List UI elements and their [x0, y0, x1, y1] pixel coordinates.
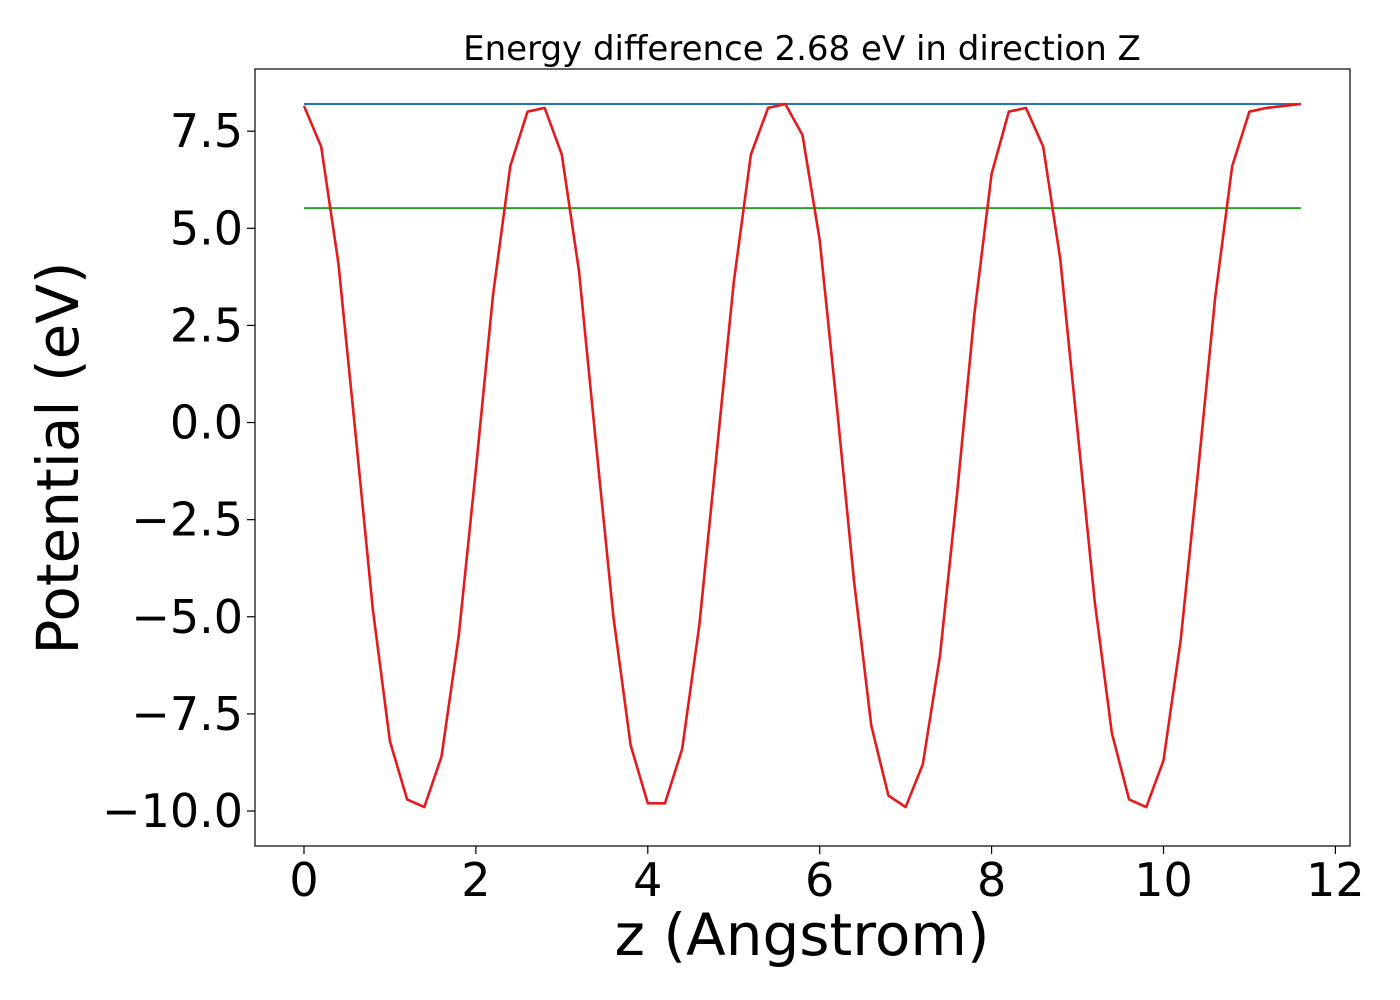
x-tick-label: 2	[461, 853, 490, 907]
y-tick-label: 5.0	[170, 201, 243, 255]
y-tick-label: 7.5	[170, 104, 243, 158]
x-tick-label: 0	[289, 853, 318, 907]
x-tick-label: 12	[1306, 853, 1365, 907]
y-axis-label: Potential (eV)	[24, 261, 92, 654]
series-line-2	[302, 102, 1302, 809]
x-axis-label: z (Angstrom)	[615, 901, 990, 969]
series-layer	[302, 102, 1302, 809]
chart-title: Energy difference 2.68 eV in direction Z	[463, 29, 1141, 69]
y-tick-label: −5.0	[131, 590, 243, 644]
y-tick-label: −2.5	[131, 493, 243, 547]
x-tick-label: 8	[977, 853, 1006, 907]
y-tick-label: 0.0	[170, 396, 243, 450]
plot-area-frame	[254, 68, 1351, 847]
y-tick-label: 2.5	[170, 298, 243, 352]
x-axis-ticks: 0 2 4 6 8 10 12	[289, 846, 1365, 907]
y-tick-label: −7.5	[131, 687, 243, 741]
y-axis-ticks: −10.0 −7.5 −5.0 −2.5 0.0 2.5 5.0 7.5	[102, 104, 255, 838]
y-tick-label: −10.0	[102, 784, 243, 838]
x-tick-label: 4	[633, 853, 662, 907]
x-tick-label: 6	[805, 853, 834, 907]
x-tick-label: 10	[1134, 853, 1193, 907]
